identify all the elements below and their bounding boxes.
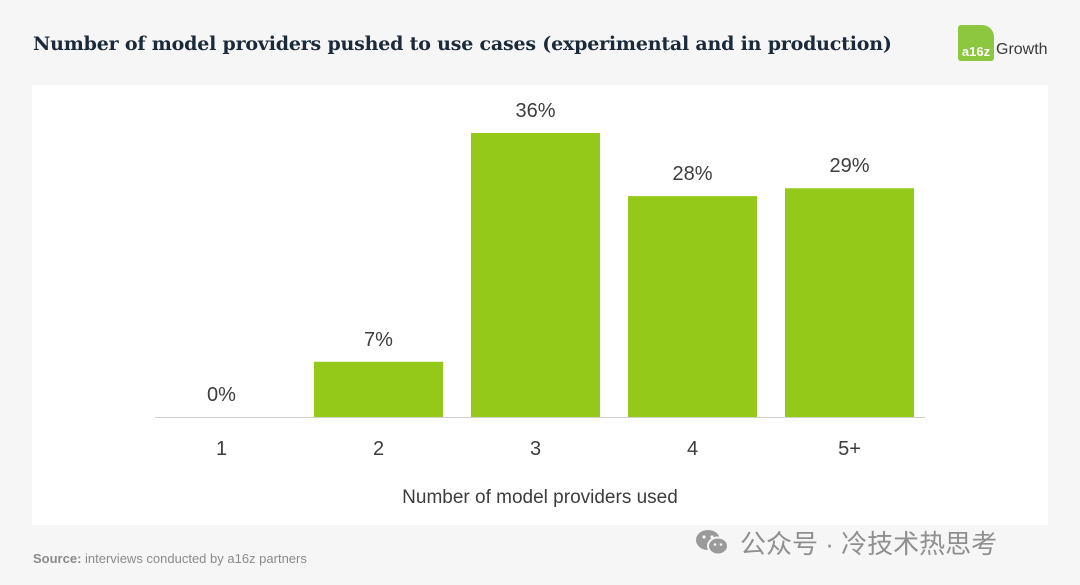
x-tick-label-2: 2 — [373, 438, 384, 460]
x-tick-label-4: 4 — [687, 438, 698, 460]
source-label: Source: — [33, 551, 82, 566]
data-label-4: 28% — [672, 163, 712, 185]
logo-badge: a16z — [958, 25, 994, 61]
bar-chart: 0% 1 7% 2 36% 3 28% 4 29% 5+ Number of model provi… — [155, 100, 925, 508]
chart-card: 0% 1 7% 2 36% 3 28% 4 29% 5+ Number of model provi… — [32, 85, 1048, 525]
data-label-5+: 29% — [829, 155, 869, 177]
logo-text: Growth — [996, 41, 1048, 58]
bar-5+ — [785, 188, 914, 417]
bar-3 — [471, 133, 600, 417]
source-note: Source: interviews conducted by a16z par… — [33, 551, 307, 566]
a16z-growth-logo: a16z Growth — [958, 25, 1048, 61]
watermark-text: 公众号 · 冷技术热思考 — [740, 529, 998, 559]
x-tick-label-1: 1 — [216, 438, 227, 460]
data-label-3: 36% — [515, 100, 555, 122]
bar-2 — [314, 361, 443, 417]
x-tick-label-3: 3 — [530, 438, 541, 460]
source-text: interviews conducted by a16z partners — [81, 551, 307, 566]
watermark: 公众号 · 冷技术热思考 — [694, 524, 997, 561]
x-axis-title: Number of model providers used — [402, 487, 678, 508]
x-tick-label-5+: 5+ — [838, 438, 861, 460]
data-label-1: 0% — [207, 384, 236, 406]
bar-4 — [628, 196, 757, 417]
wechat-icon — [694, 528, 730, 558]
data-label-2: 7% — [364, 329, 393, 351]
chart-title: Number of model providers pushed to use … — [33, 33, 892, 55]
